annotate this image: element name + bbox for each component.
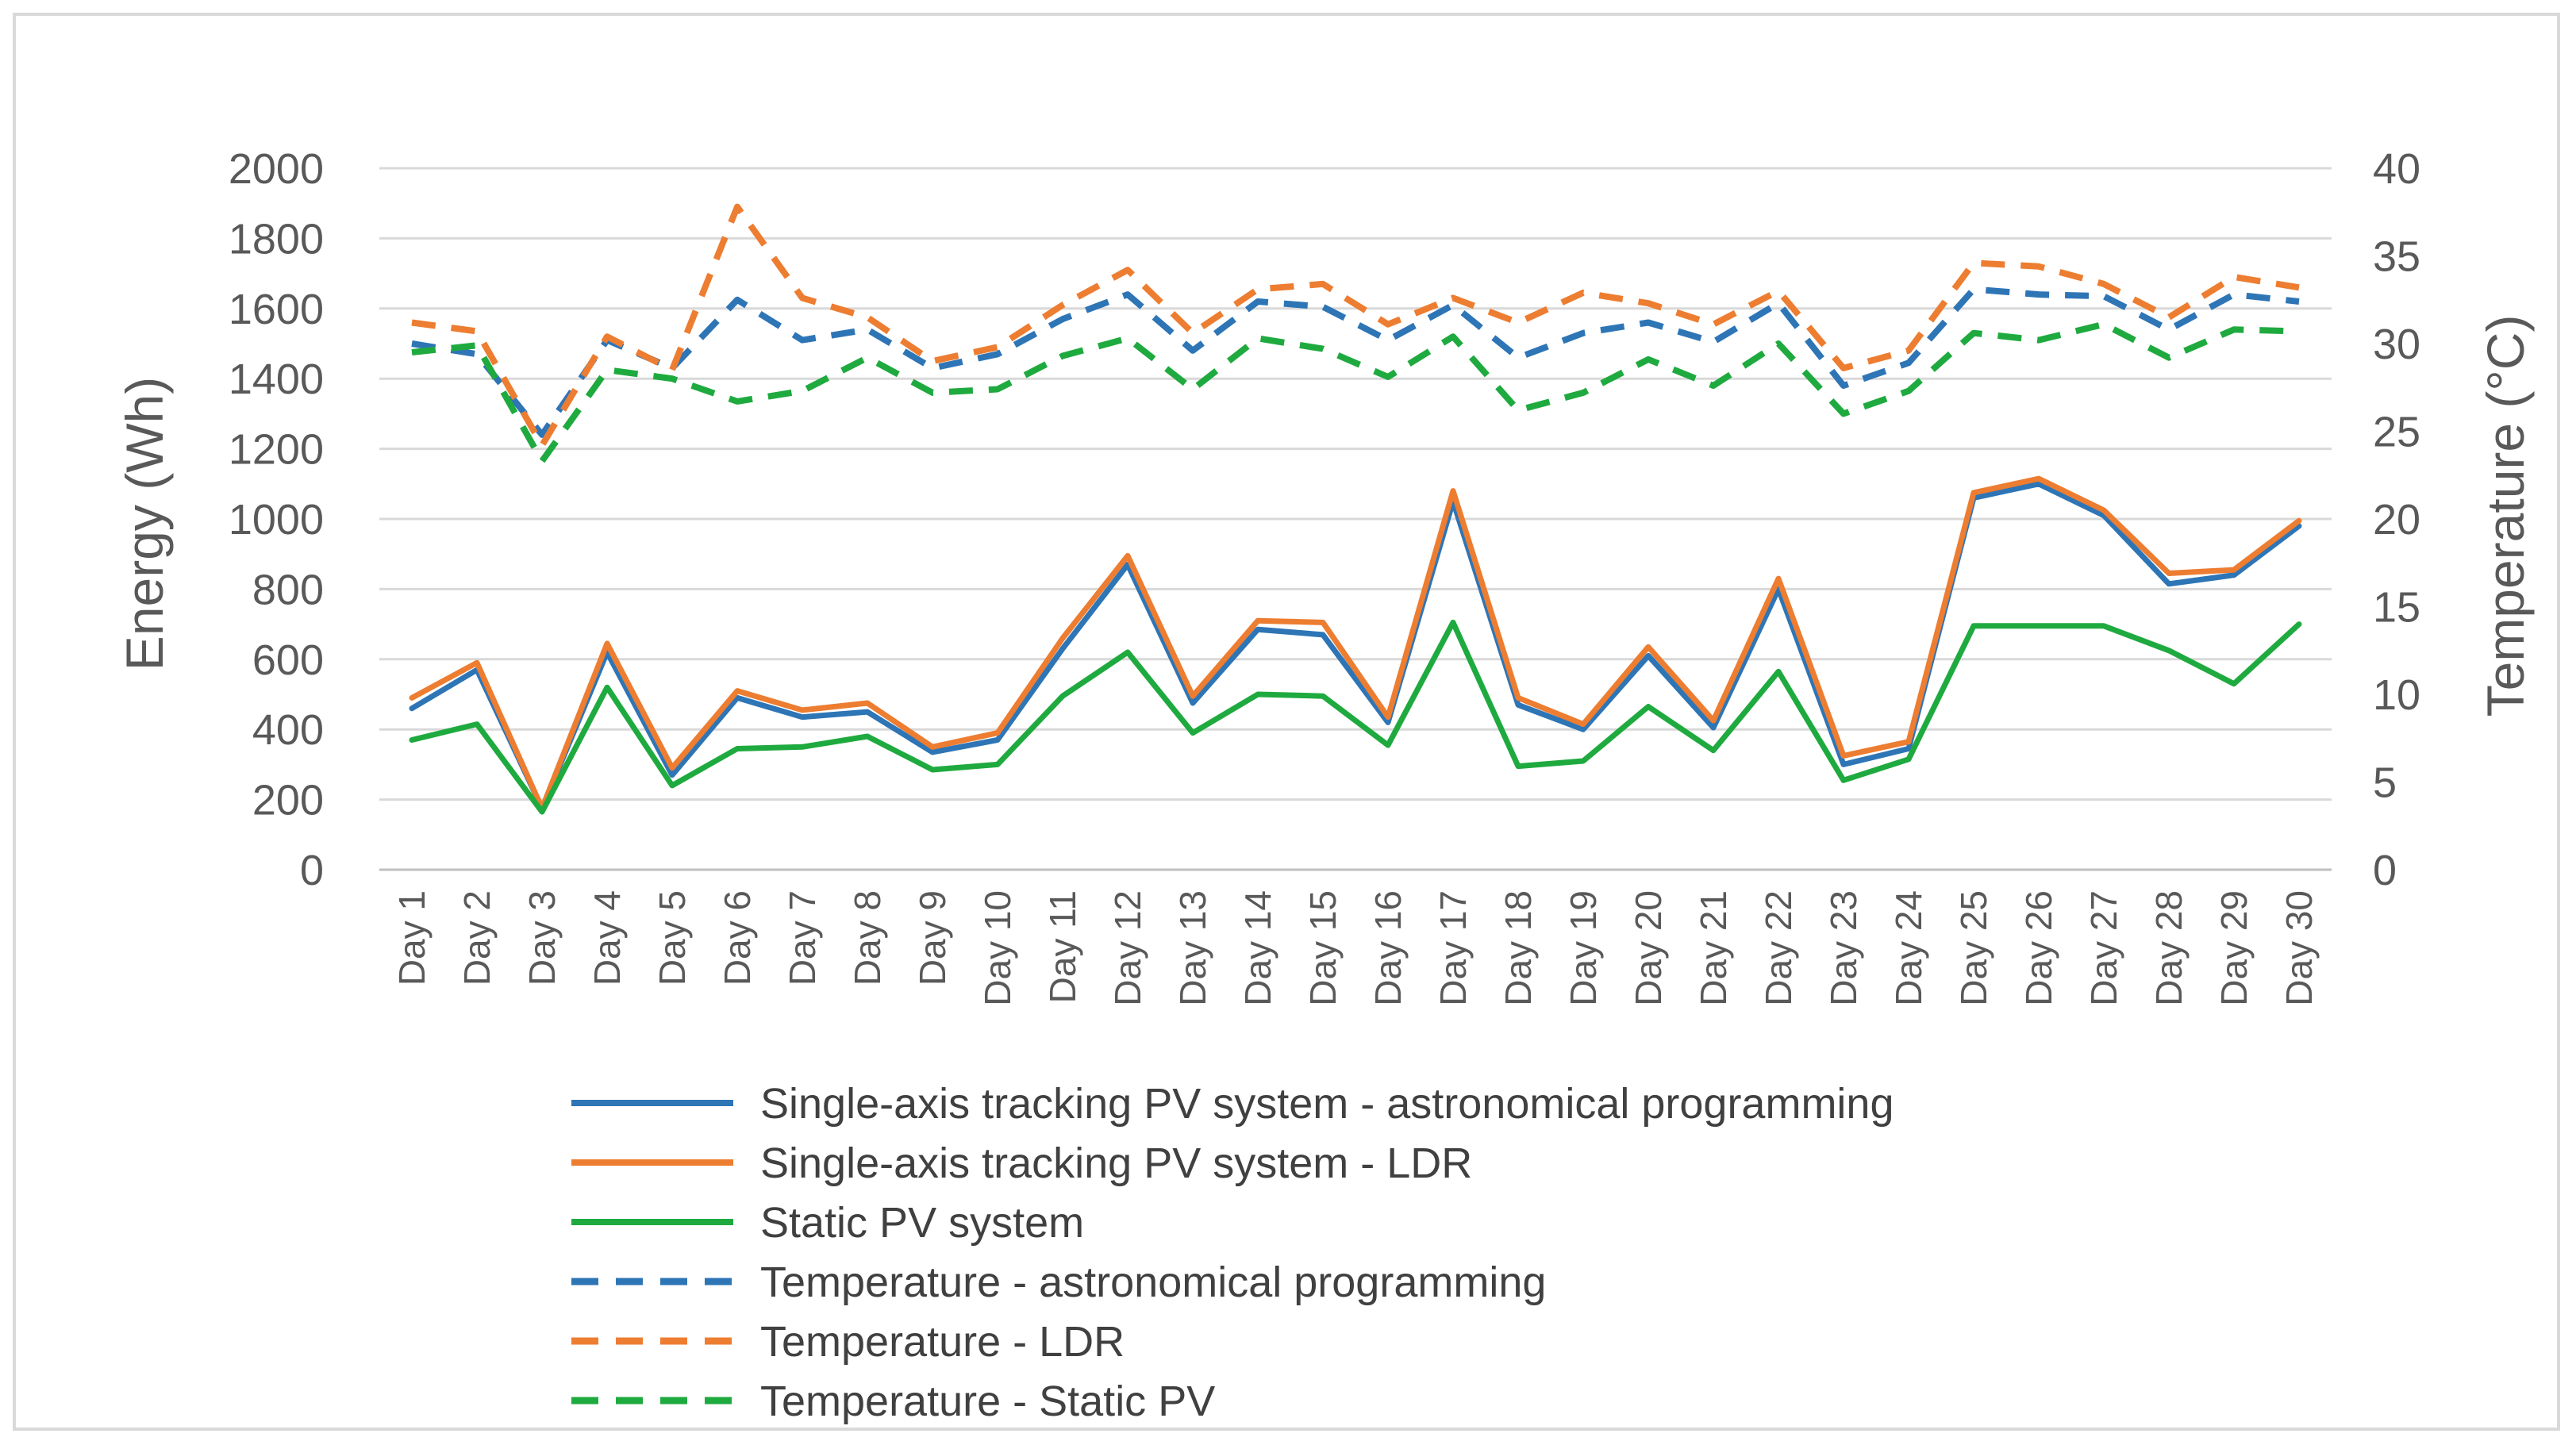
x-tick-label: Day 8 [847,890,888,986]
y2-tick-label: 5 [2373,759,2397,807]
y2-tick-label: 30 [2373,321,2420,368]
chart-frame [13,13,2560,1431]
x-tick-label: Day 3 [521,890,563,986]
series-lines [409,203,2302,815]
y-tick-label: 400 [252,706,324,754]
x-tick-label: Day 30 [2278,890,2320,1006]
y2-tick-label: 15 [2373,584,2420,632]
x-tick-label: Day 21 [1693,890,1734,1006]
x-tick-label: Day 12 [1107,890,1148,1006]
x-tick-label: Day 20 [1628,890,1669,1006]
y-tick-label: 1800 [229,215,324,263]
y-tick-label: 1600 [229,286,324,333]
legend-label: Single-axis tracking PV system - astrono… [760,1080,1894,1128]
y-tick-label: 2000 [229,145,324,193]
legend-label: Single-axis tracking PV system - LDR [760,1139,1472,1187]
x-tick-label: Day 5 [652,890,693,986]
y2-tick-label: 35 [2373,233,2420,281]
x-tick-label: Day 28 [2148,890,2190,1006]
axes: 0 200 400 600 800 1000 1200 1400 1600 1800 2000 0 5 1… [229,145,2420,1006]
legend-label: Temperature - LDR [760,1318,1125,1366]
y-tick-label: 1400 [229,355,324,403]
legend-label: Temperature - astronomical programming [760,1259,1546,1306]
x-tick-label: Day 25 [1953,890,1994,1006]
y-tick-label: 1000 [229,496,324,544]
x-tick-label: Day 15 [1302,890,1344,1006]
series-line-6 [411,321,2300,465]
series-line-5 [411,203,2300,449]
x-tick-label: Day 1 [391,890,433,986]
x-tick-label: Day 26 [2018,890,2059,1006]
x-tick-label: Day 18 [1498,890,1539,1006]
y2-tick-label: 10 [2373,671,2420,719]
x-tick-label: Day 9 [912,890,953,986]
y-tick-label: 200 [252,777,324,824]
y-tick-label: 1200 [229,426,324,474]
x-tick-label: Day 19 [1563,890,1604,1006]
x-tick-label: Day 7 [782,890,823,986]
y2-tick-label: 40 [2373,145,2420,193]
y2-axis-title: Temperature (°C) [2476,315,2535,717]
series-line-3 [409,619,2302,815]
x-tick-label: Day 2 [456,890,498,986]
x-tick-label: Day 17 [1432,890,1474,1006]
x-tick-label: Day 23 [1823,890,1864,1006]
series-line-2 [409,475,2302,812]
x-tick-label: Day 13 [1172,890,1213,1006]
series-line-1 [409,481,2302,812]
x-tick-label: Day 14 [1237,890,1278,1006]
x-tick-label: Day 10 [977,890,1018,1006]
legend: Single-axis tracking PV system - astrono… [571,1080,1894,1425]
legend-label: Temperature - Static PV [760,1378,1215,1425]
y-tick-label: 0 [300,847,324,894]
y2-tick-label: 0 [2373,847,2397,894]
x-tick-label: Day 24 [1888,890,1929,1006]
y-tick-label: 600 [252,636,324,684]
x-tick-label: Day 16 [1367,890,1409,1006]
x-tick-label: Day 27 [2083,890,2124,1006]
y2-tick-label: 20 [2373,496,2420,544]
x-tick-label: Day 22 [1758,890,1799,1006]
y-axis-title: Energy (Wh) [115,377,174,671]
x-tick-label: Day 11 [1042,890,1083,1003]
x-tick-label: Day 4 [586,890,628,986]
x-tick-label: Day 6 [717,890,758,986]
y-tick-label: 800 [252,566,324,613]
gridlines [379,167,2332,871]
x-tick-label: Day 29 [2213,890,2255,1006]
y2-tick-label: 25 [2373,409,2420,456]
legend-label: Static PV system [760,1199,1084,1247]
